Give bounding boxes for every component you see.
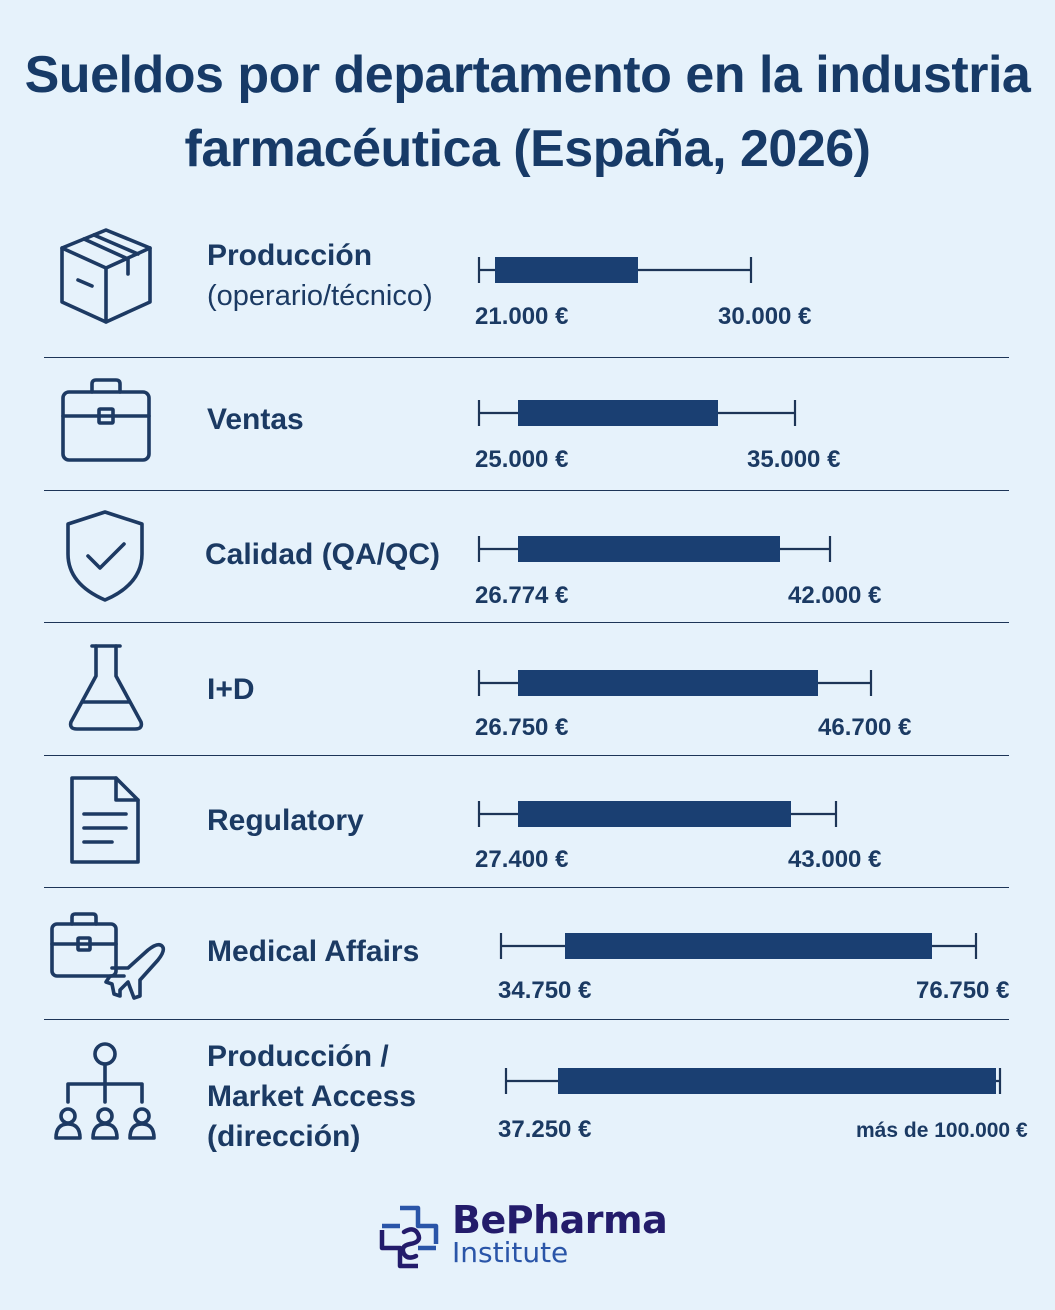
row-label-line: Producción / xyxy=(207,1040,389,1073)
brand-logo: BePharma Institute xyxy=(378,1198,698,1274)
brand-name: BePharma xyxy=(452,1198,668,1242)
row-divider xyxy=(44,755,1009,756)
range-bar xyxy=(565,933,932,959)
briefcase-icon xyxy=(61,378,151,462)
range-max-label: 43.000 € xyxy=(788,846,881,873)
box-icon xyxy=(60,228,152,324)
org-chart-icon xyxy=(54,1042,156,1140)
range-max-label: más de 100.000 € xyxy=(856,1119,1028,1142)
range-min-label: 27.400 € xyxy=(475,846,568,873)
range-min-label: 21.000 € xyxy=(475,303,568,330)
row-divider xyxy=(44,357,1009,358)
flask-icon xyxy=(68,644,144,731)
row-label-produccion: Producción (operario/técnico) xyxy=(207,236,433,316)
row-label-calidad: Calidad (QA/QC) xyxy=(205,535,440,575)
range-bar xyxy=(518,536,780,562)
row-label-line: (dirección) xyxy=(207,1120,361,1153)
row-label-line: Market Access xyxy=(207,1080,417,1113)
row-label-line: Regulatory xyxy=(207,804,364,837)
document-icon xyxy=(70,776,140,864)
range-min-label: 26.774 € xyxy=(475,582,568,609)
range-max-label: 30.000 € xyxy=(718,303,811,330)
range-bar xyxy=(558,1068,996,1094)
row-label-line: Ventas xyxy=(207,403,304,436)
chart-title: Sueldos por departamento en la industria… xyxy=(24,46,1031,178)
row-divider xyxy=(44,490,1009,491)
row-label-medical-affairs: Medical Affairs xyxy=(207,932,419,972)
shield-check-icon xyxy=(66,510,144,602)
briefcase-plane-icon xyxy=(50,912,166,1000)
brand-subtitle: Institute xyxy=(452,1236,569,1269)
range-min-label: 34.750 € xyxy=(498,977,591,1004)
row-label-line: Medical Affairs xyxy=(207,935,420,968)
row-label-line: I+D xyxy=(207,673,255,706)
range-min-label: 37.250 € xyxy=(498,1116,591,1143)
range-bar xyxy=(518,801,791,827)
row-label-id: I+D xyxy=(207,670,255,710)
range-max-label: 76.750 € xyxy=(916,977,1009,1004)
range-max-label: 42.000 € xyxy=(788,582,881,609)
logo-cross-icon xyxy=(379,1205,439,1269)
range-min-label: 25.000 € xyxy=(475,446,568,473)
row-label-ventas: Ventas xyxy=(207,400,304,440)
row-label-regulatory: Regulatory xyxy=(207,801,364,841)
row-label-line: (operario/técnico) xyxy=(207,280,433,312)
row-label-line: Producción xyxy=(207,239,373,272)
range-min-label: 26.750 € xyxy=(475,714,568,741)
range-bar xyxy=(518,400,718,426)
range-bar xyxy=(495,257,638,283)
range-max-label: 35.000 € xyxy=(747,446,840,473)
row-divider xyxy=(44,622,1009,623)
row-divider xyxy=(44,1019,1009,1020)
row-divider xyxy=(44,887,1009,888)
row-label-line: Calidad (QA/QC) xyxy=(205,538,441,571)
range-bar xyxy=(518,670,818,696)
row-label-market-access: Producción / Market Access (dirección) xyxy=(207,1037,416,1157)
range-max-label: 46.700 € xyxy=(818,714,911,741)
